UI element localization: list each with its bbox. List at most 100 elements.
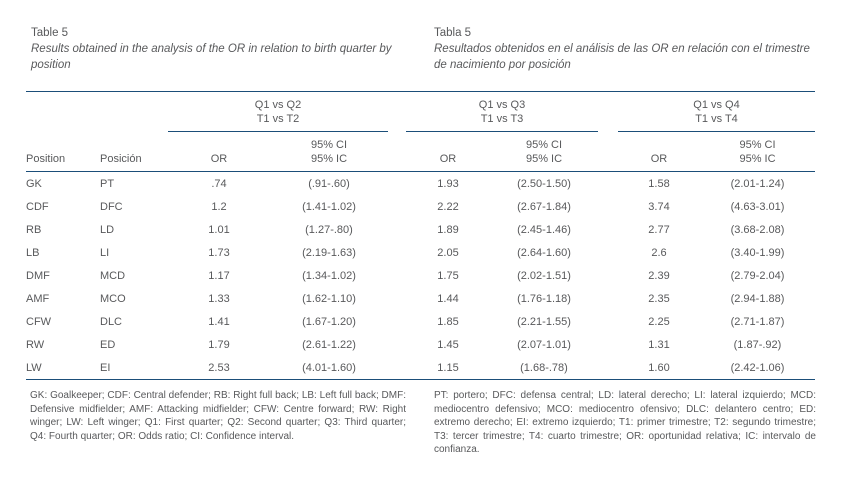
position-en: LB	[26, 246, 40, 259]
or-value: 1.93	[437, 177, 459, 190]
ci-header-q2: 95% CI 95% IC	[310, 139, 348, 165]
position-es: MCO	[100, 292, 126, 305]
ci-value: (2.64-1.60)	[517, 246, 571, 259]
position-en: DMF	[26, 269, 50, 282]
or-value: 1.85	[437, 315, 459, 328]
or-value: .74	[211, 177, 227, 190]
ci-value: (2.79-2.04)	[730, 269, 785, 282]
table-row: CFW DLC 1.41 (1.67-1.20) 1.85 (2.21-1.55…	[26, 310, 815, 333]
ci-value: (1.76-1.18)	[517, 292, 571, 305]
ci-value: (2.07-1.01)	[517, 338, 571, 351]
table-row: DMF MCD 1.17 (1.34-1.02) 1.75 (2.02-1.51…	[26, 264, 815, 287]
ci-value: (2.71-1.87)	[730, 315, 785, 328]
or-value: 2.22	[437, 200, 459, 213]
or-value: 2.53	[208, 361, 230, 374]
ci-value: (2.67-1.84)	[517, 200, 571, 213]
ci-value: (4.01-1.60)	[302, 361, 356, 374]
table-row: CDF DFC 1.2 (1.41-1.02) 2.22 (2.67-1.84)…	[26, 195, 815, 218]
position-es: DFC	[100, 200, 123, 213]
table-label-en: Table 5	[31, 27, 69, 39]
or-value: 3.74	[648, 200, 670, 213]
ci-header-q3: 95% CI 95% IC	[525, 139, 563, 165]
position-en: GK	[26, 177, 42, 190]
ci-value: (3.40-1.99)	[730, 246, 785, 259]
table-row: AMF MCO 1.33 (1.62-1.10) 1.44 (1.76-1.18…	[26, 287, 815, 310]
footnote-english: GK: Goalkeeper; CDF: Central defender; R…	[30, 390, 406, 442]
or-value: 1.44	[437, 292, 459, 305]
or-value: 1.79	[208, 338, 230, 351]
group-q2-line2: T1 vs T2	[256, 113, 300, 125]
or-value: 1.75	[437, 269, 459, 282]
table-title-english: Table 5 Results obtained in the analysis…	[31, 25, 403, 73]
ci-value: (2.21-1.55)	[517, 315, 571, 328]
or-value: 1.33	[208, 292, 230, 305]
position-en: CDF	[26, 200, 49, 213]
position-en: AMF	[26, 292, 50, 305]
or-value: 1.2	[211, 200, 227, 213]
position-header-en: Position	[26, 153, 66, 165]
or-value: 1.31	[648, 338, 670, 351]
ci-value: (2.19-1.63)	[302, 246, 356, 259]
position-es: LD	[100, 223, 115, 236]
ci-value: (2.61-1.22)	[302, 338, 356, 351]
or-value: 1.58	[648, 177, 670, 190]
position-es: LI	[100, 246, 110, 259]
group-header-q1-vs-q3: Q1 vs Q3 T1 vs T3	[406, 92, 598, 132]
table-caption-es: Resultados obtenidos en el análisis de l…	[434, 43, 810, 71]
or-value: 1.89	[437, 223, 459, 236]
ci-value: (1.67-1.20)	[302, 315, 356, 328]
or-value: 1.73	[208, 246, 230, 259]
header-gap-2	[598, 132, 618, 171]
column-header-row: Position Posición OR 95% CI 95% IC OR 95…	[26, 132, 815, 172]
or-value: 1.15	[437, 361, 459, 374]
table-row: LB LI 1.73 (2.19-1.63) 2.05 (2.64-1.60) …	[26, 241, 815, 264]
position-header-es: Posición	[100, 153, 142, 165]
header-gap-1	[388, 132, 406, 171]
table-body: GK PT .74 (.91-.60) 1.93 (2.50-1.50) 1.5…	[26, 172, 815, 380]
position-es: MCD	[100, 269, 126, 282]
group-q4-line2: T1 vs T4	[695, 113, 738, 125]
table-caption-en: Results obtained in the analysis of the …	[31, 43, 392, 71]
or-value: 1.01	[208, 223, 230, 236]
ci-value: (1.41-1.02)	[302, 200, 356, 213]
group-q2-line1: Q1 vs Q2	[254, 99, 302, 111]
group-header-q1-vs-q2: Q1 vs Q2 T1 vs T2	[168, 92, 388, 132]
position-es: PT	[100, 177, 115, 190]
or-value: 1.41	[208, 315, 230, 328]
or-value: 2.35	[648, 292, 670, 305]
group-header-lead-spacer	[26, 92, 168, 132]
group-gap-1	[388, 92, 406, 132]
ci-value: (1.34-1.02)	[302, 269, 356, 282]
or-header-q2: OR	[210, 153, 228, 165]
table-row: LW EI 2.53 (4.01-1.60) 1.15 (1.68-.78) 1…	[26, 356, 815, 379]
ci-value: (2.94-1.88)	[730, 292, 785, 305]
or-value: 2.6	[651, 246, 667, 259]
position-es: ED	[100, 338, 116, 351]
group-q3-line2: T1 vs T3	[480, 113, 524, 125]
ci-value: (1.68-.78)	[520, 361, 568, 374]
ci-value: (1.27-.80)	[305, 223, 353, 236]
or-value: 1.45	[437, 338, 459, 351]
group-header-row: Q1 vs Q2 T1 vs T2 Q1 vs Q3 T1 vs T3 Q1 v…	[26, 92, 815, 132]
position-en: RW	[26, 338, 45, 351]
ci-header-q4: 95% CI 95% IC	[739, 139, 776, 165]
position-es: EI	[100, 361, 111, 374]
ci-value: (2.45-1.46)	[517, 223, 571, 236]
ci-value: (2.02-1.51)	[517, 269, 571, 282]
table-row: GK PT .74 (.91-.60) 1.93 (2.50-1.50) 1.5…	[26, 172, 815, 195]
or-value: 1.60	[648, 361, 670, 374]
ci-value: (3.68-2.08)	[730, 223, 785, 236]
ci-value: (1.87-.92)	[733, 338, 782, 351]
ci-value: (4.63-3.01)	[730, 200, 785, 213]
position-es: DLC	[100, 315, 123, 328]
or-value: 2.77	[648, 223, 670, 236]
or-header-q3: OR	[439, 153, 457, 165]
or-value: 2.39	[648, 269, 670, 282]
ci-value: (.91-.60)	[308, 177, 350, 190]
position-en: LW	[26, 361, 42, 374]
ci-value: (2.42-1.06)	[730, 361, 785, 374]
or-header-q4: OR	[650, 153, 668, 165]
position-en: RB	[26, 223, 42, 236]
ci-value: (1.62-1.10)	[302, 292, 356, 305]
group-gap-2	[598, 92, 618, 132]
